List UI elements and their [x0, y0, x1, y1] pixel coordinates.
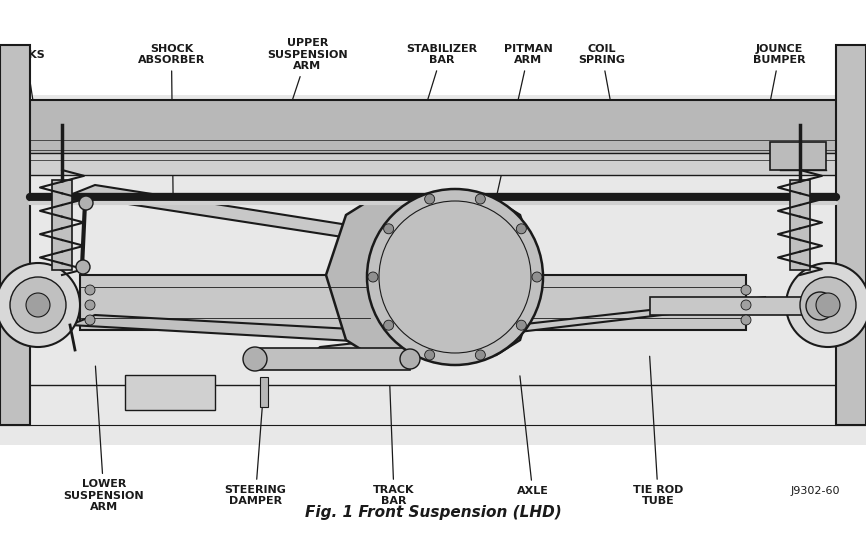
Text: JOUNCE
BUMPER: JOUNCE BUMPER [753, 44, 805, 140]
Text: UPPER
SUSPENSION
ARM: UPPER SUSPENSION ARM [267, 38, 348, 170]
Circle shape [26, 293, 50, 317]
Circle shape [516, 224, 527, 234]
Bar [0, 100, 866, 155]
Circle shape [0, 263, 80, 347]
Circle shape [85, 300, 95, 310]
Polygon shape [308, 297, 766, 357]
Text: STABILIZER
BAR: STABILIZER BAR [406, 44, 477, 150]
Circle shape [367, 189, 543, 365]
Bar [260, 377, 268, 407]
Bar [125, 375, 215, 410]
Circle shape [800, 277, 856, 333]
Text: LINKS: LINKS [8, 50, 44, 155]
Circle shape [10, 277, 66, 333]
Polygon shape [70, 185, 380, 242]
Circle shape [516, 320, 527, 330]
Bar [52, 180, 72, 270]
Bar [790, 180, 810, 270]
Text: J9302-60: J9302-60 [791, 486, 840, 496]
Text: TRACK
BAR: TRACK BAR [373, 386, 415, 506]
Bar [0, 45, 30, 425]
Text: SHOCK
ABSORBER: SHOCK ABSORBER [138, 44, 205, 204]
Text: Fig. 1 Front Suspension (LHD): Fig. 1 Front Suspension (LHD) [305, 505, 561, 520]
Bar [255, 348, 410, 370]
Bar [0, 153, 866, 175]
Bar [836, 45, 866, 425]
Text: AXLE: AXLE [517, 376, 548, 496]
Circle shape [741, 285, 751, 295]
Bar [770, 142, 826, 170]
Circle shape [424, 194, 435, 204]
Circle shape [368, 272, 378, 282]
Polygon shape [70, 315, 370, 342]
Circle shape [400, 349, 420, 369]
Circle shape [79, 196, 93, 210]
Circle shape [806, 292, 834, 320]
Circle shape [85, 285, 95, 295]
Text: LOWER
SUSPENSION
ARM: LOWER SUSPENSION ARM [63, 366, 145, 512]
Circle shape [741, 300, 751, 310]
Bar [80, 275, 370, 330]
Circle shape [741, 315, 751, 325]
Circle shape [475, 194, 485, 204]
Text: COIL
SPRING: COIL SPRING [578, 44, 625, 170]
Bar [0, 95, 866, 445]
Circle shape [816, 293, 840, 317]
Text: PITMAN
ARM: PITMAN ARM [496, 44, 553, 199]
Circle shape [424, 350, 435, 360]
Polygon shape [326, 200, 540, 355]
Circle shape [76, 260, 90, 274]
Circle shape [85, 315, 95, 325]
Circle shape [532, 272, 542, 282]
Text: STEERING
DAMPER: STEERING DAMPER [224, 386, 287, 506]
Text: TIE ROD
TUBE: TIE ROD TUBE [633, 356, 683, 506]
Circle shape [384, 224, 394, 234]
Circle shape [786, 263, 866, 347]
Bar [650, 297, 820, 315]
Circle shape [475, 350, 485, 360]
Bar [496, 275, 746, 330]
Circle shape [384, 320, 394, 330]
Circle shape [243, 347, 267, 371]
